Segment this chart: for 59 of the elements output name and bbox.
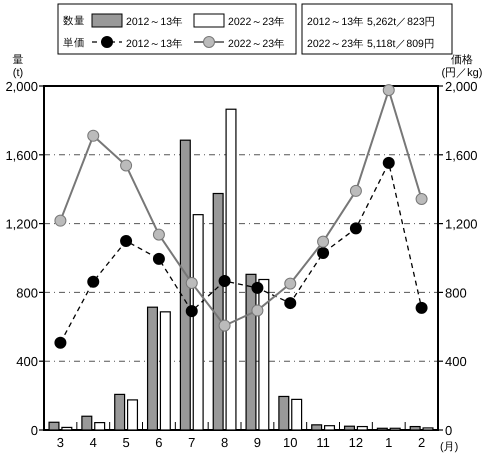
x-tick-label: 3: [56, 435, 64, 450]
x-tick-label: 11: [316, 435, 330, 450]
y-tick-label: 1,200: [5, 216, 38, 232]
point: [251, 282, 264, 294]
point: [120, 159, 132, 172]
x-tick-label: 1: [385, 435, 392, 450]
point: [87, 130, 100, 142]
y-tick-label: 1,600: [5, 148, 38, 163]
point: [218, 275, 231, 288]
point: [186, 305, 198, 318]
point: [284, 278, 296, 290]
y2-tick-label: 1,200: [445, 216, 478, 232]
text: 単価: [63, 37, 85, 49]
point: [284, 297, 296, 310]
legend-label: 2022～23年: [228, 16, 286, 28]
x-tick-label: 6: [155, 435, 163, 450]
point: [120, 234, 132, 247]
y-tick-label: 400: [16, 354, 38, 370]
y-tick-label: 800: [16, 285, 38, 300]
point: [251, 304, 264, 316]
y2-tick-label: 2,000: [445, 79, 478, 94]
point: [186, 276, 198, 289]
x-axis-title: (月): [440, 441, 458, 453]
y2-axis-title: 価格 (円／kg): [442, 54, 482, 79]
legend-label: 2012～13年: [126, 16, 184, 28]
y-axis-title: 量 (t): [12, 54, 24, 79]
point: [416, 193, 428, 206]
point: [317, 236, 330, 248]
x-tick-label: 2: [418, 435, 426, 450]
x-tick-label: 12: [348, 435, 364, 450]
point: [152, 252, 165, 265]
point: [54, 336, 66, 349]
text: 数量: [63, 15, 85, 27]
point: [87, 276, 100, 288]
point: [416, 302, 428, 314]
point: [382, 156, 395, 169]
point: [317, 247, 330, 260]
point: [350, 184, 362, 197]
point: [152, 228, 165, 241]
point: [218, 320, 231, 332]
point: [54, 214, 66, 227]
y-tick-label: 2,000: [5, 79, 38, 94]
y-tick-label: 0: [30, 423, 38, 438]
x-tick-label: 8: [220, 435, 228, 450]
legend-label: 2012～13年: [126, 38, 184, 50]
x-tick-label: 5: [122, 435, 130, 450]
point: [382, 84, 395, 96]
y2-tick-label: 1,600: [445, 148, 478, 163]
x-tick-label: 10: [283, 435, 298, 450]
y2-tick-label: 400: [445, 354, 467, 370]
x-tick-label: 7: [188, 435, 196, 450]
legend-label: 2022～23年: [228, 38, 286, 50]
y2-tick-label: 800: [445, 285, 467, 300]
text: 2012～13年 5,262t／823円: [307, 16, 436, 28]
x-tick-label: 4: [90, 435, 97, 450]
text: 2022～23年 5,118t／809円: [307, 38, 435, 50]
x-tick-label: 9: [254, 435, 262, 450]
point: [350, 222, 362, 234]
y2-tick-label: 0: [445, 423, 452, 438]
